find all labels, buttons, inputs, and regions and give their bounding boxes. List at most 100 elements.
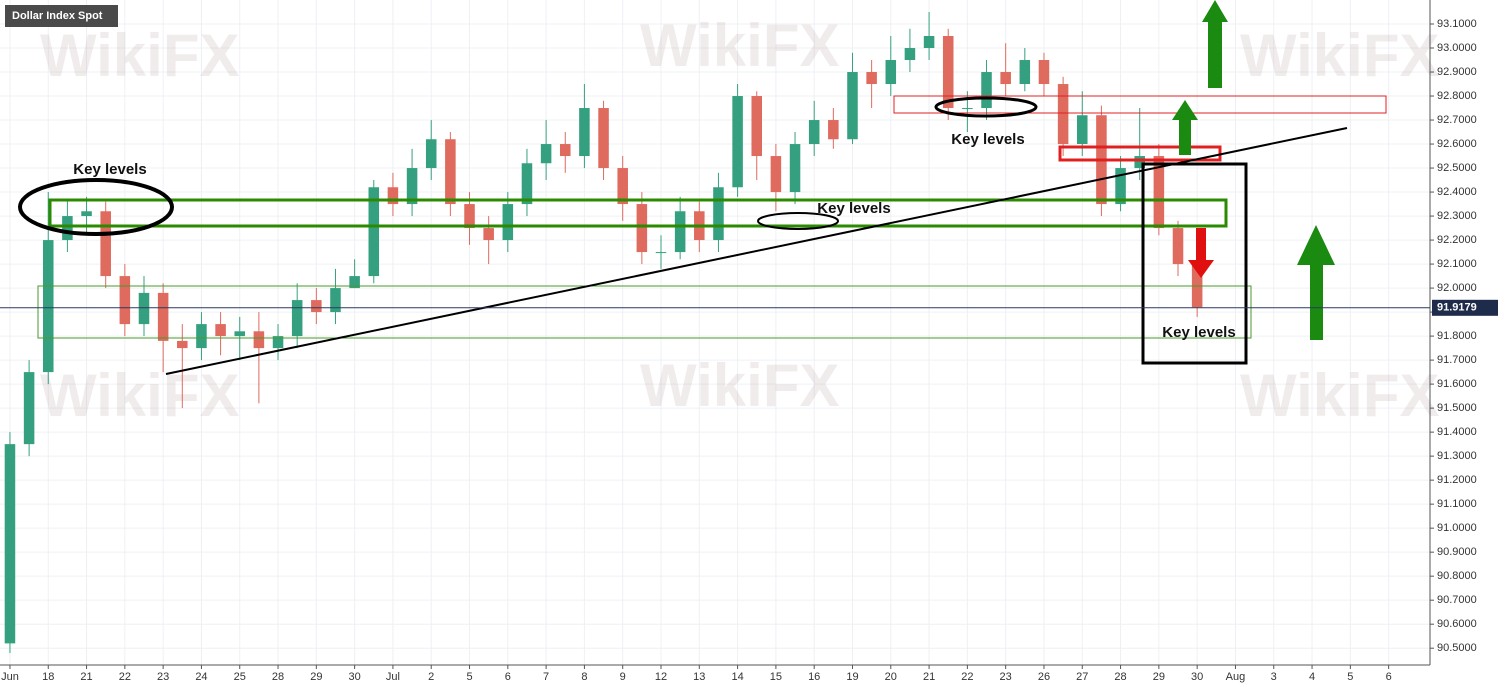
candle-body	[1153, 156, 1165, 229]
x-tick-label: 20	[885, 671, 897, 683]
candle-body	[196, 324, 207, 349]
x-tick-label: 6	[1386, 671, 1392, 683]
candle-body	[1000, 72, 1011, 85]
candle-body	[406, 168, 418, 205]
x-tick-label: 6	[505, 671, 511, 683]
candle-body	[425, 139, 437, 169]
zone	[48, 198, 1228, 228]
y-tick-label: 90.5000	[1437, 642, 1477, 654]
chart-title: Dollar Index Spot	[12, 10, 103, 22]
y-tick-label: 92.2000	[1437, 234, 1477, 246]
candle-body	[808, 120, 820, 145]
x-tick-label: 22	[119, 671, 131, 683]
x-tick-label: Jul	[386, 671, 400, 683]
candle-body	[138, 292, 150, 325]
y-tick-label: 91.2000	[1437, 474, 1477, 486]
zone	[37, 285, 1252, 339]
x-tick-label: 19	[846, 671, 858, 683]
candle-body	[655, 252, 667, 254]
candle-body	[100, 211, 111, 277]
x-tick-label: 3	[1271, 671, 1277, 683]
x-tick-label: 5	[1347, 671, 1353, 683]
x-tick-label: 27	[1076, 671, 1088, 683]
arrows	[1172, 0, 1335, 340]
candle-body	[1172, 228, 1184, 265]
x-tick-label: Aug	[1226, 671, 1246, 683]
y-tick-label: 91.0000	[1437, 522, 1477, 534]
arrow	[1188, 228, 1214, 278]
candle-body	[42, 240, 54, 373]
y-tick-label: 92.5000	[1437, 162, 1477, 174]
watermark: WikiFX	[1240, 22, 1439, 89]
candle-body	[483, 228, 494, 241]
candle-body	[330, 288, 341, 313]
y-tick-label: 92.0000	[1437, 282, 1477, 294]
x-tick-label: 8	[581, 671, 587, 683]
candle-body	[119, 276, 131, 325]
candle-body	[311, 300, 322, 313]
grid	[0, 0, 1430, 665]
annotation: Key levels	[817, 200, 890, 217]
candle-body	[349, 276, 360, 289]
y-tick-label: 92.1000	[1437, 258, 1477, 270]
candle-body	[770, 156, 782, 193]
annotation: Key levels	[1162, 324, 1235, 341]
candle-body	[866, 72, 877, 85]
ellipse	[757, 212, 839, 230]
candle-body	[1134, 156, 1145, 169]
candle-body	[215, 324, 226, 337]
candle-body	[617, 168, 628, 205]
candle-body	[751, 96, 763, 157]
x-tick-label: 28	[1114, 671, 1126, 683]
y-tick-label: 90.9000	[1437, 546, 1477, 558]
x-tick-label: 23	[157, 671, 169, 683]
candle-body	[272, 336, 284, 349]
candle-body	[1057, 84, 1069, 145]
candle-body	[636, 204, 648, 253]
candle-body	[1115, 168, 1126, 205]
x-tick-label: 9	[620, 671, 626, 683]
drawings	[18, 95, 1387, 375]
y-tick-label: 91.3000	[1437, 450, 1477, 462]
y-tick-label: 91.4000	[1437, 426, 1477, 438]
y-tick-label: 90.6000	[1437, 618, 1477, 630]
trendline	[165, 127, 1348, 375]
candle-body	[157, 292, 169, 341]
annotation: Key levels	[73, 161, 146, 178]
y-tick-label: 91.5000	[1437, 402, 1477, 414]
candle-body	[234, 331, 246, 337]
candle-body	[445, 139, 456, 205]
candle-body	[62, 216, 73, 241]
y-tick-label: 91.6000	[1437, 378, 1477, 390]
candle-body	[177, 340, 188, 349]
x-tick-label: 2	[428, 671, 434, 683]
y-tick-label: 92.7000	[1437, 114, 1477, 126]
x-tick-label: 25	[234, 671, 246, 683]
y-tick-label: 93.1000	[1437, 18, 1477, 30]
price-label-box	[1432, 299, 1498, 316]
watermark: WikiFX	[40, 362, 239, 429]
candle-body	[598, 108, 609, 169]
x-tick-label: 22	[961, 671, 973, 683]
ellipse	[934, 96, 1038, 118]
candle-body	[521, 163, 533, 205]
candle-body	[4, 444, 16, 644]
watermark: WikiFX	[640, 12, 839, 79]
y-tick-label: 92.4000	[1437, 186, 1477, 198]
x-tick-label: 14	[731, 671, 743, 683]
candle-body	[674, 211, 686, 253]
x-tick-label: 29	[310, 671, 322, 683]
y-tick-label: 92.9000	[1437, 66, 1477, 78]
x-tick-label: 30	[349, 671, 361, 683]
candle-body	[502, 204, 514, 241]
ellipse	[18, 178, 174, 236]
candle-body	[579, 108, 590, 157]
candle-body	[540, 144, 552, 164]
y-tick-label: 92.8000	[1437, 90, 1477, 102]
x-tick-label: 18	[42, 671, 54, 683]
x-tick-label: 21	[80, 671, 92, 683]
price-label: 91.9179	[1437, 302, 1477, 314]
x-tick-label: 5	[466, 671, 472, 683]
title-box	[5, 5, 118, 27]
